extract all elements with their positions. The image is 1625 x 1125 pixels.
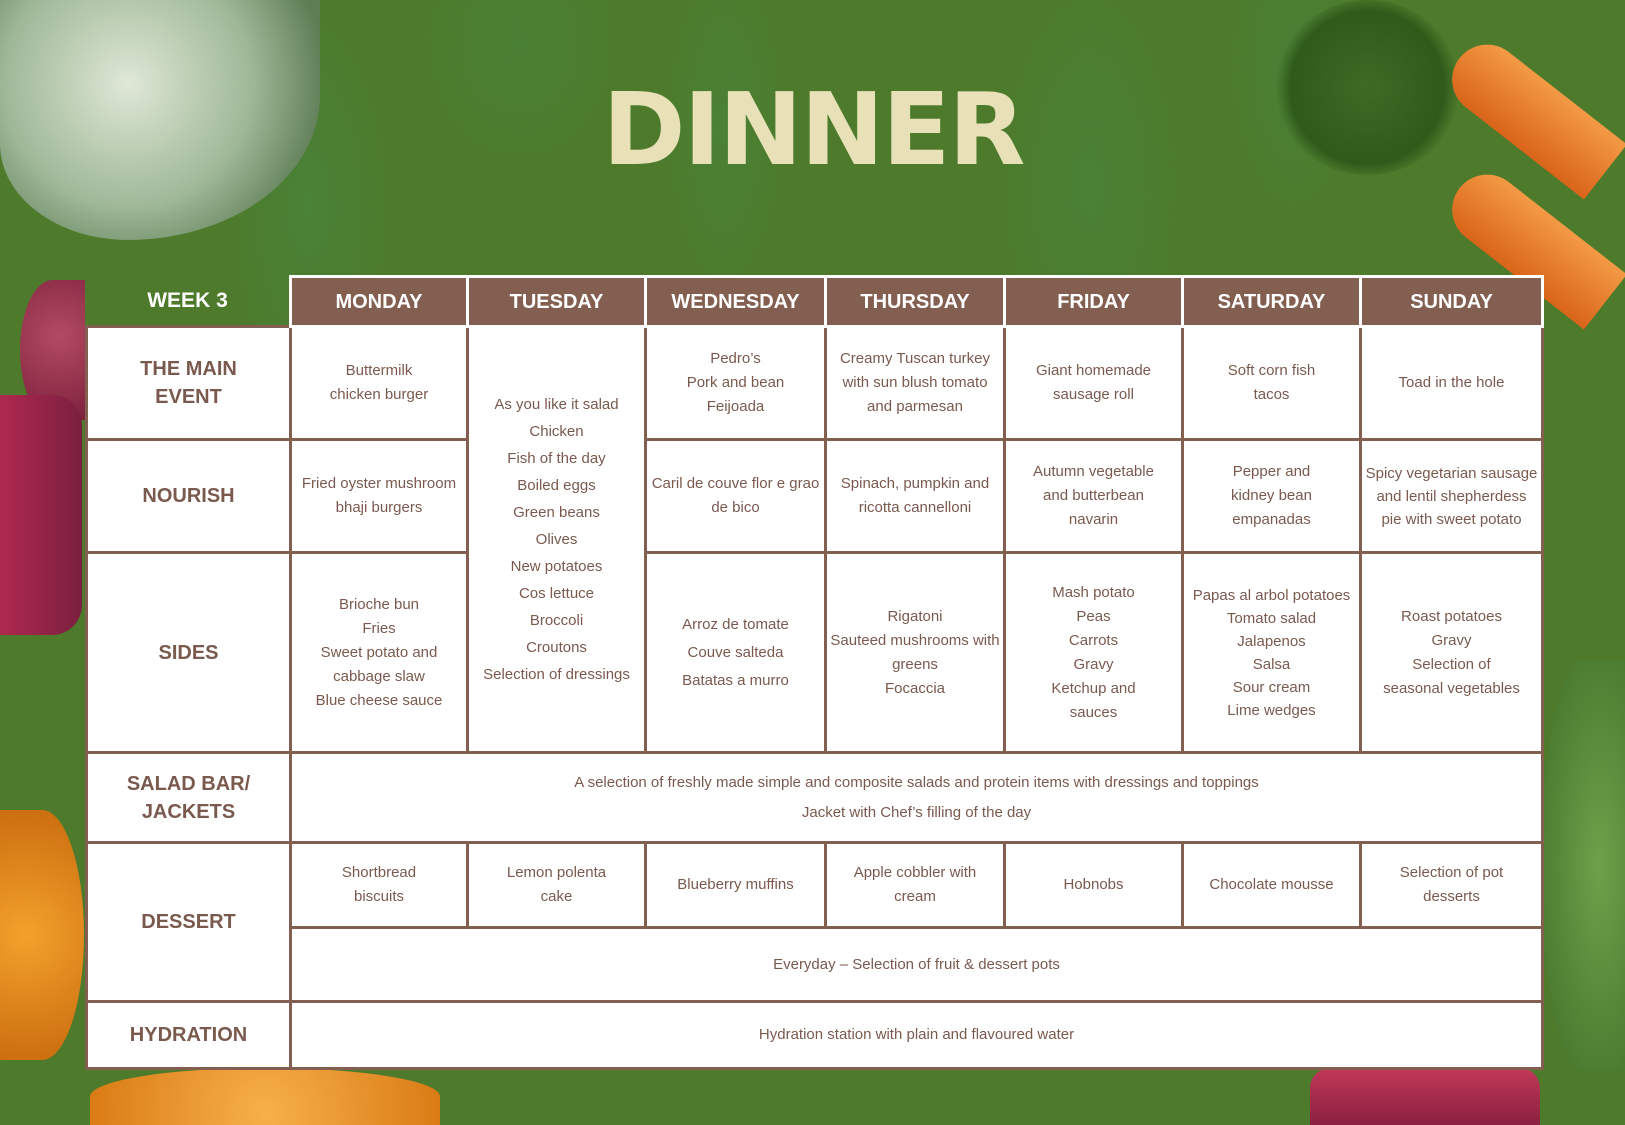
menu-cell: Arroz de tomate Couve salteda Batatas a … (644, 551, 827, 754)
page-title: DINNER (602, 71, 1026, 188)
salad-bar-line-1: A selection of freshly made simple and c… (574, 773, 1259, 791)
menu-cell: Autumn vegetable and butterbean navarin (1003, 438, 1184, 554)
week-cell (87, 277, 291, 327)
chard-image (1541, 660, 1625, 1070)
nourish-row: NOURISH Fried oyster mushroom bhaji burg… (85, 438, 1544, 554)
menu-cell: Creamy Tuscan turkey with sun blush toma… (824, 325, 1006, 441)
menu-cell: Roast potatoes Gravy Selection of season… (1359, 551, 1544, 754)
day-header-monday: MONDAY (289, 275, 469, 328)
menu-cell: Lemon polenta cake (466, 841, 647, 929)
row-label-salad-bar: SALAD BAR/ JACKETS (85, 751, 292, 844)
menu-cell: Shortbread biscuits (289, 841, 469, 929)
row-label-sides: SIDES (85, 551, 292, 754)
day-header-tuesday: TUESDAY (466, 275, 647, 328)
menu-cell: Papas al arbol potatoes Tomato salad Jal… (1181, 551, 1362, 754)
day-header-wednesday: WEDNESDAY (644, 275, 827, 328)
carrot-image (1438, 30, 1625, 200)
cabbage-image (0, 0, 320, 240)
menu-cell: Spinach, pumpkin and ricotta cannelloni (824, 438, 1006, 554)
menu-cell: Hobnobs (1003, 841, 1184, 929)
week-label: WEEK 3 (147, 289, 228, 312)
menu-cell: Rigatoni Sauteed mushrooms with greens F… (824, 551, 1006, 754)
chard-stalks-image (1310, 1068, 1540, 1125)
day-header-friday: FRIDAY (1003, 275, 1184, 328)
menu-cell: Pedro’s Pork and bean Feijoada (644, 325, 827, 441)
day-header-sunday: SUNDAY (1359, 275, 1544, 328)
tuesday-salad-cell: As you like it salad Chicken Fish of the… (466, 325, 647, 754)
day-header-saturday: SATURDAY (1181, 275, 1362, 328)
salad-bar-line-2: Jacket with Chef’s filling of the day (801, 803, 1032, 821)
row-label-dessert: DESSERT (85, 841, 292, 1003)
menu-cell: Spicy vegetarian sausage and lentil shep… (1359, 438, 1544, 554)
hydration-row: HYDRATION Hydration station with plain a… (85, 1000, 1544, 1070)
salad-bar-row: SALAD BAR/ JACKETS A selection of freshl… (85, 751, 1544, 844)
day-header-thursday: THURSDAY (824, 275, 1006, 328)
row-label-hydration: HYDRATION (85, 1000, 292, 1070)
beet-stalks-image (0, 395, 82, 635)
pumpkin-image (0, 810, 84, 1060)
sides-row: SIDES Brioche bun Fries Sweet potato and… (85, 551, 1544, 754)
main-event-row: THE MAIN EVENT Buttermilk chicken burger… (85, 325, 1544, 754)
menu-cell: Brioche bun Fries Sweet potato and cabba… (289, 551, 469, 754)
hydration-cell: Hydration station with plain and flavour… (289, 1000, 1544, 1070)
menu-cell: Selection of pot desserts (1359, 841, 1544, 929)
menu-cell: Toad in the hole (1359, 325, 1544, 441)
dessert-row: DESSERT Shortbread biscuits Lemon polent… (85, 841, 1544, 1003)
menu-cell: Pepper and kidney bean empanadas (1181, 438, 1362, 554)
menu-cell: Giant homemade sausage roll (1003, 325, 1184, 441)
carrot-tops-image (1275, 0, 1460, 175)
menu-table: MONDAY TUESDAY WEDNESDAY THURSDAY FRIDAY… (85, 275, 1544, 1070)
menu-cell: Fried oyster mushroom bhaji burgers (289, 438, 469, 554)
header-row: MONDAY TUESDAY WEDNESDAY THURSDAY FRIDAY… (87, 275, 1544, 328)
menu-cell: Buttermilk chicken burger (289, 325, 469, 441)
everyday-dessert-row: Everyday – Selection of fruit & dessert … (87, 926, 1544, 1003)
menu-cell: Chocolate mousse (1181, 841, 1362, 929)
row-label-main-event: THE MAIN EVENT (85, 325, 292, 441)
salad-bar-cell: A selection of freshly made simple and c… (289, 751, 1544, 844)
menu-cell: Apple cobbler with cream (824, 841, 1006, 929)
menu-cell: Caril de couve flor e grao de bico (644, 438, 827, 554)
menu-cell: Blueberry muffins (644, 841, 827, 929)
everyday-dessert-cell: Everyday – Selection of fruit & dessert … (289, 926, 1544, 1003)
pumpkin-image (90, 1068, 440, 1125)
menu-cell: Soft corn fish tacos (1181, 325, 1362, 441)
row-label-nourish: NOURISH (85, 438, 292, 554)
menu-cell: Mash potato Peas Carrots Gravy Ketchup a… (1003, 551, 1184, 754)
